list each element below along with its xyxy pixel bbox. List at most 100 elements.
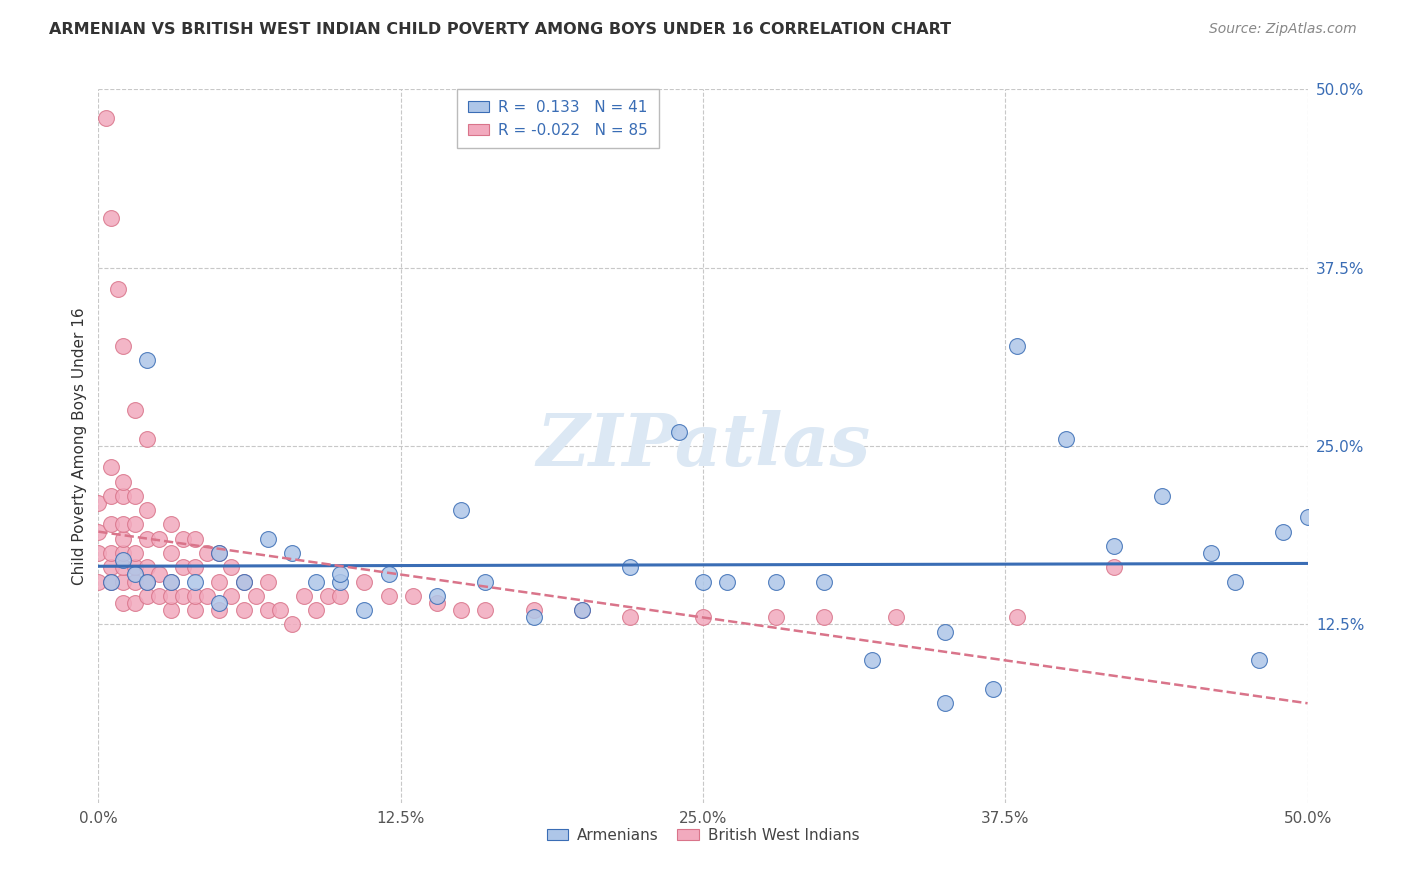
Point	[668, 425, 690, 439]
Point	[195, 546, 218, 560]
Point	[474, 603, 496, 617]
Point	[184, 589, 207, 603]
Point	[450, 503, 472, 517]
Point	[232, 603, 254, 617]
Text: Source: ZipAtlas.com: Source: ZipAtlas.com	[1209, 22, 1357, 37]
Point	[160, 546, 183, 560]
Point	[208, 546, 231, 560]
Point	[111, 546, 134, 560]
Point	[184, 603, 207, 617]
Point	[100, 546, 122, 560]
Point	[716, 574, 738, 589]
Point	[316, 589, 339, 603]
Point	[100, 574, 122, 589]
Point	[135, 432, 157, 446]
Point	[184, 574, 207, 589]
Point	[111, 489, 134, 503]
Point	[135, 503, 157, 517]
Point	[135, 353, 157, 368]
Point	[208, 546, 231, 560]
Point	[1296, 510, 1319, 524]
Point	[281, 546, 304, 560]
Point	[245, 589, 267, 603]
Point	[1007, 339, 1029, 353]
Point	[124, 489, 146, 503]
Point	[571, 603, 593, 617]
Point	[184, 560, 207, 574]
Point	[148, 589, 170, 603]
Point	[1249, 653, 1271, 667]
Point	[160, 574, 183, 589]
Point	[886, 610, 908, 624]
Point	[111, 339, 134, 353]
Point	[1199, 546, 1222, 560]
Point	[124, 560, 146, 574]
Point	[1102, 539, 1125, 553]
Point	[426, 589, 449, 603]
Point	[172, 532, 194, 546]
Point	[256, 532, 278, 546]
Point	[305, 574, 328, 589]
Point	[87, 524, 110, 539]
Point	[860, 653, 883, 667]
Point	[692, 610, 714, 624]
Point	[124, 546, 146, 560]
Point	[160, 574, 183, 589]
Point	[619, 610, 641, 624]
Point	[813, 574, 835, 589]
Point	[124, 517, 146, 532]
Point	[256, 603, 278, 617]
Point	[256, 574, 278, 589]
Point	[135, 589, 157, 603]
Point	[1007, 610, 1029, 624]
Point	[100, 517, 122, 532]
Point	[450, 603, 472, 617]
Point	[160, 603, 183, 617]
Point	[100, 574, 122, 589]
Point	[1272, 524, 1295, 539]
Point	[94, 111, 117, 125]
Point	[135, 560, 157, 574]
Y-axis label: Child Poverty Among Boys Under 16: Child Poverty Among Boys Under 16	[72, 307, 87, 585]
Point	[292, 589, 315, 603]
Point	[765, 574, 787, 589]
Point	[111, 532, 134, 546]
Legend: Armenians, British West Indians: Armenians, British West Indians	[540, 822, 866, 848]
Point	[619, 560, 641, 574]
Point	[100, 560, 122, 574]
Point	[232, 574, 254, 589]
Point	[377, 567, 399, 582]
Point	[208, 574, 231, 589]
Point	[87, 496, 110, 510]
Point	[523, 610, 546, 624]
Point	[305, 603, 328, 617]
Point	[571, 603, 593, 617]
Point	[221, 560, 243, 574]
Point	[135, 532, 157, 546]
Point	[474, 574, 496, 589]
Point	[135, 574, 157, 589]
Point	[172, 589, 194, 603]
Point	[1102, 560, 1125, 574]
Point	[111, 475, 134, 489]
Point	[208, 596, 231, 610]
Point	[934, 696, 956, 710]
Point	[124, 596, 146, 610]
Point	[353, 574, 375, 589]
Point	[160, 589, 183, 603]
Point	[1054, 432, 1077, 446]
Point	[813, 610, 835, 624]
Point	[1223, 574, 1246, 589]
Point	[100, 460, 122, 475]
Point	[160, 517, 183, 532]
Point	[269, 603, 291, 617]
Point	[111, 517, 134, 532]
Point	[329, 567, 352, 582]
Point	[221, 589, 243, 603]
Point	[184, 532, 207, 546]
Text: ARMENIAN VS BRITISH WEST INDIAN CHILD POVERTY AMONG BOYS UNDER 16 CORRELATION CH: ARMENIAN VS BRITISH WEST INDIAN CHILD PO…	[49, 22, 952, 37]
Point	[148, 532, 170, 546]
Point	[195, 589, 218, 603]
Point	[172, 560, 194, 574]
Point	[353, 603, 375, 617]
